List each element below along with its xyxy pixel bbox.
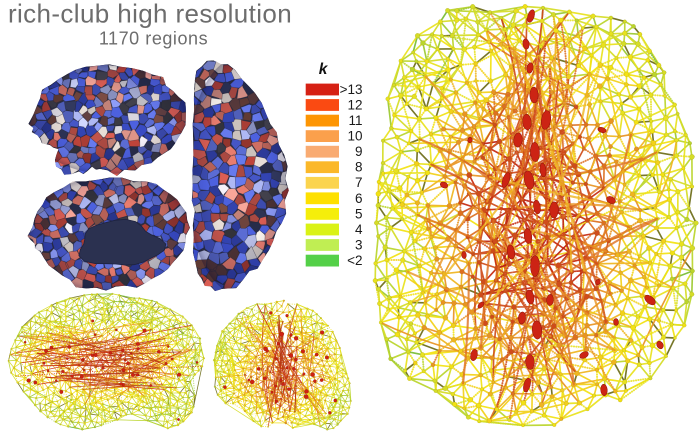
- svg-text:>13: >13: [340, 82, 363, 97]
- svg-text:9: 9: [355, 144, 363, 159]
- svg-text:rich-club high resolution: rich-club high resolution: [8, 0, 292, 29]
- svg-text:5: 5: [355, 206, 363, 221]
- svg-text:1170 regions: 1170 regions: [99, 29, 208, 49]
- svg-text:8: 8: [355, 160, 363, 175]
- svg-text:7: 7: [355, 175, 363, 190]
- svg-text:11: 11: [348, 113, 362, 128]
- svg-text:4: 4: [355, 222, 363, 237]
- svg-text:k: k: [319, 61, 329, 78]
- svg-text:<2: <2: [347, 253, 362, 268]
- svg-text:12: 12: [347, 97, 362, 112]
- svg-text:10: 10: [347, 129, 362, 144]
- svg-text:3: 3: [355, 237, 363, 252]
- svg-text:6: 6: [355, 191, 363, 206]
